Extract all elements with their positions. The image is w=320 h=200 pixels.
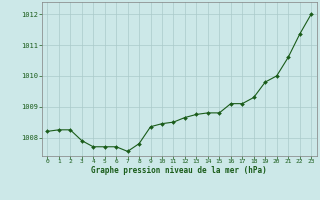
X-axis label: Graphe pression niveau de la mer (hPa): Graphe pression niveau de la mer (hPa): [91, 166, 267, 175]
